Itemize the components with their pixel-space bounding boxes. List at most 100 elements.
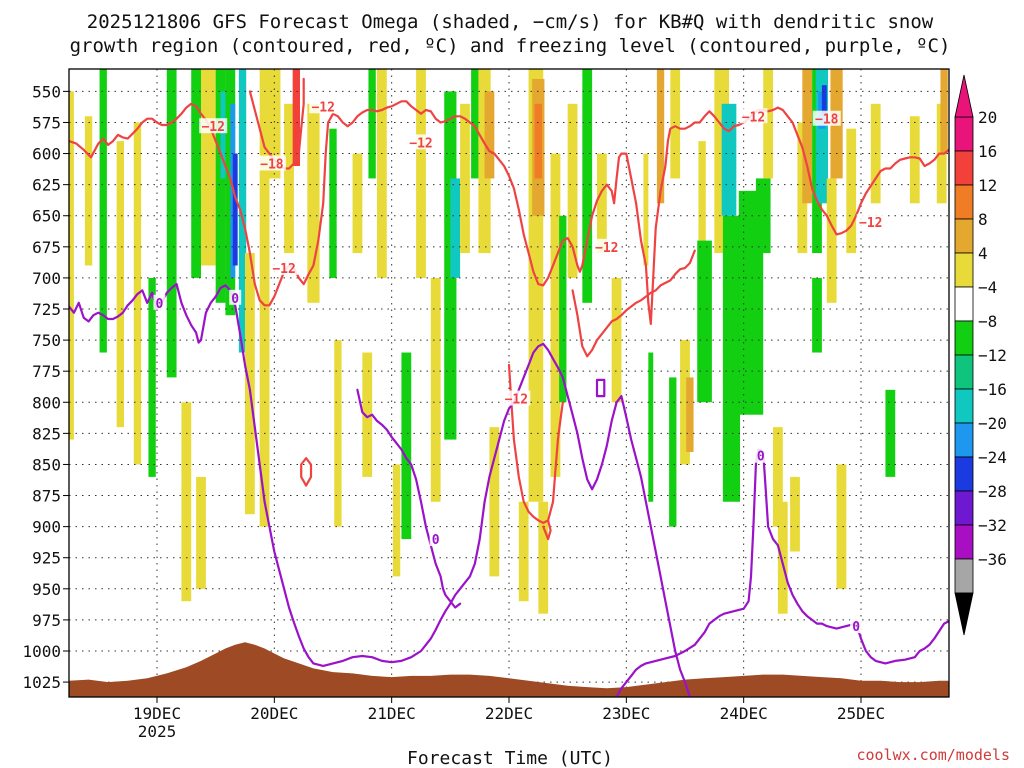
omega-area-5: [148, 277, 156, 477]
contour-0-7: [356, 388, 462, 609]
omega-area-27: [368, 69, 376, 179]
x-axis-label: Forecast Time (UTC): [407, 748, 613, 768]
omega-area-30: [401, 352, 412, 540]
omega-area-77: [836, 464, 847, 589]
plot-area: −12 −18 −12 −12 −12 −12 −12 −12 −18 −12 0 0 0 0 0: [69, 69, 949, 697]
y-tick-label-750: 750: [32, 331, 61, 350]
colorbar-bin--24--20: [954, 456, 974, 492]
colorbar-label--36: −36: [978, 550, 1007, 569]
y-tick-label-600: 600: [32, 145, 61, 164]
omega-area-66: [773, 427, 783, 527]
colorbar-label-8: 8: [978, 210, 988, 229]
y-tick-label-700: 700: [32, 269, 61, 288]
omega-area-23: [329, 128, 337, 278]
contour-label-6: −12: [595, 241, 618, 256]
colorbar-label--32: −32: [978, 516, 1007, 535]
y-tick-label-650: 650: [32, 207, 61, 226]
contour-label-13: 0: [757, 450, 765, 465]
y-tick-label-1025: 1025: [22, 673, 61, 692]
omega-area-34: [450, 178, 461, 278]
colorbar-bin--4-4: [954, 286, 974, 322]
contour-label-bg-1: [257, 155, 286, 171]
y-tick-label-550: 550: [32, 82, 61, 101]
contour-label-10: 0: [156, 297, 164, 312]
omega-area-18: [259, 69, 270, 527]
colorbar-bin-12-16: [954, 184, 974, 220]
colorbar-label--28: −28: [978, 482, 1007, 501]
colorbar-bin--8--4: [954, 320, 974, 356]
contour-label-8: −18: [815, 113, 839, 128]
omega-area-59: [697, 240, 712, 403]
contour-label-bg-14: [850, 618, 863, 634]
x-tick-sublabel-19DEC: 2025: [138, 722, 177, 741]
y-tick-label-625: 625: [32, 176, 61, 195]
omega-area-39: [489, 427, 500, 577]
contour-labels: −12 −18 −12 −12 −12 −12 −12 −12 −18 −12 0 0 0 0 0: [153, 98, 885, 635]
omega-area-75: [821, 85, 827, 117]
omega-area-16: [238, 69, 247, 353]
omega-area-20: [284, 103, 294, 254]
omega-area-81: [885, 389, 896, 477]
colorbar-label--16: −16: [978, 380, 1007, 399]
omega-area-84: [940, 69, 948, 154]
y-tick-label-800: 800: [32, 393, 61, 412]
omega-area-58: [698, 141, 706, 278]
omega-area-40: [518, 501, 529, 602]
contour-label-bg-7: [739, 108, 768, 124]
y-tick-label-875: 875: [32, 487, 61, 506]
colorbar-label--12: −12: [978, 346, 1007, 365]
colorbar-label-12: 12: [978, 176, 997, 195]
omega-area-79: [846, 128, 857, 254]
omega-area-9: [196, 476, 206, 589]
omega-area-57: [686, 377, 694, 453]
y-tick-label-675: 675: [32, 238, 61, 257]
colorbar-bottom-arrow: [954, 592, 974, 636]
y-tick-label-775: 775: [32, 362, 61, 381]
omega-area-70: [802, 69, 813, 204]
colorbar-bin-16-20: [954, 150, 974, 186]
x-tick-label-22DEC: 22DEC: [485, 704, 533, 723]
credit-text: coolwx.com/models: [856, 746, 1010, 764]
omega-area-56: [680, 340, 690, 465]
contour-label-bg-8: [812, 110, 841, 126]
chart-title-line-1: 2025121806 GFS Forecast Omega (shaded, −…: [87, 11, 934, 33]
terrain: [69, 642, 949, 697]
contour--12-4: [542, 519, 552, 541]
y-tick-label-900: 900: [32, 518, 61, 537]
colorbar-label--4: −4: [978, 278, 997, 297]
y-tick-label-925: 925: [32, 549, 61, 568]
colorbar-bin-4-8: [954, 252, 974, 288]
contour-label-9: −12: [859, 216, 882, 231]
terrain-fill: [69, 642, 949, 697]
colorbar-bin--28--24: [954, 490, 974, 526]
contour-label-bg-11: [229, 289, 242, 305]
contour-label-0: −12: [201, 120, 224, 135]
y-tick-label-1000: 1000: [22, 642, 61, 661]
contour-0-8: [615, 448, 949, 697]
colorbar-label--24: −24: [978, 448, 1007, 467]
y-tick-label-950: 950: [32, 580, 61, 599]
omega-area-43: [534, 103, 542, 179]
omega-area-67: [777, 501, 788, 614]
contour-label-11: 0: [231, 292, 239, 307]
contour-label-2: −12: [311, 100, 334, 115]
omega-area-15: [232, 153, 238, 266]
colorbar-bin-20-24: [954, 116, 974, 152]
colorbar-bin--32--28: [954, 524, 974, 560]
omega-area-50: [611, 277, 622, 403]
omega-area-24: [334, 340, 342, 527]
contour-label-4: −12: [272, 262, 295, 277]
omega-area-6: [166, 69, 177, 378]
omega-area-19: [268, 69, 281, 179]
x-tick-label-20DEC: 20DEC: [250, 704, 298, 723]
omega-area-3: [116, 141, 124, 428]
contour-label-bg-3: [407, 134, 435, 150]
omega-area-52: [648, 352, 654, 502]
colorbar-top-arrow: [954, 74, 974, 118]
y-tick-label-575: 575: [32, 113, 61, 132]
contour-0-9: [595, 378, 606, 398]
omega-area-32: [430, 277, 441, 502]
x-tick-label-23DEC: 23DEC: [602, 704, 650, 723]
omega-area-54: [669, 377, 677, 527]
